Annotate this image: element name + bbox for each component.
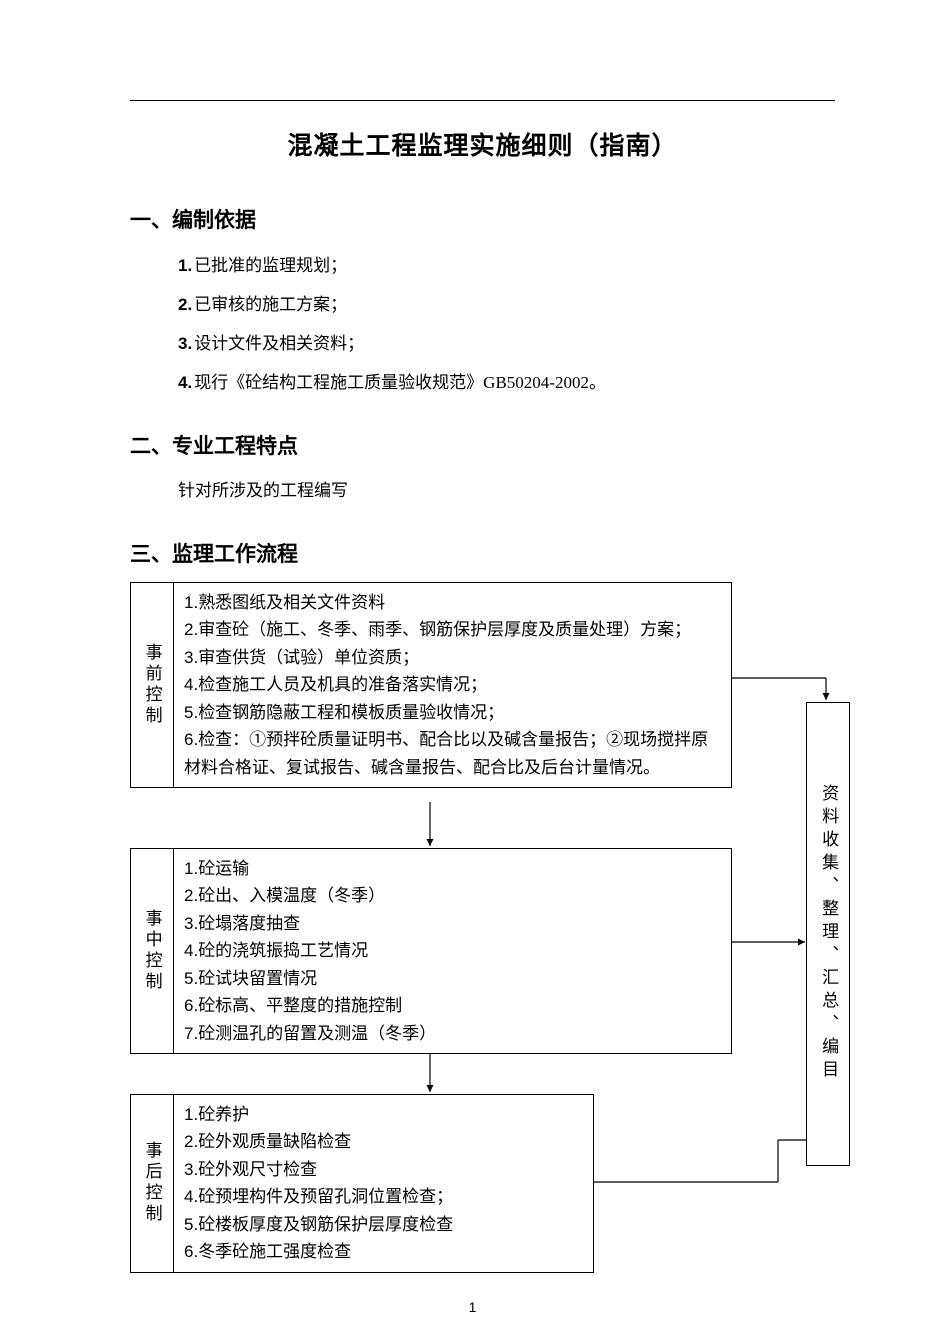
section-2-note: 针对所涉及的工程编写 bbox=[130, 472, 835, 509]
document-title: 混凝土工程监理实施细则（指南） bbox=[130, 126, 835, 162]
list-text: 设计文件及相关资料； bbox=[194, 334, 364, 353]
flow-box-content: 1.熟悉图纸及相关文件资料 2.审查砼（施工、冬季、雨季、钢筋保护层厚度及质量处… bbox=[173, 583, 731, 788]
page-number: 1 bbox=[0, 1299, 945, 1315]
flow-item: 1.砼运输 bbox=[184, 855, 721, 883]
flow-item: 1.熟悉图纸及相关文件资料 bbox=[184, 589, 721, 617]
flow-box-pre-control: 事前控制 1.熟悉图纸及相关文件资料 2.审查砼（施工、冬季、雨季、钢筋保护层厚… bbox=[130, 582, 732, 789]
flow-box-mid-control: 事中控制 1.砼运输 2.砼出、入模温度（冬季） 3.砼塌落度抽查 4.砼的浇筑… bbox=[130, 848, 732, 1055]
list-item: 1.已批准的监理规划； bbox=[178, 246, 835, 285]
flowchart: 事前控制 1.熟悉图纸及相关文件资料 2.审查砼（施工、冬季、雨季、钢筋保护层厚… bbox=[130, 582, 850, 1282]
flow-item: 6.砼标高、平整度的措施控制 bbox=[184, 992, 721, 1020]
flow-item: 3.砼外观尺寸检查 bbox=[184, 1156, 583, 1184]
flow-item: 1.砼养护 bbox=[184, 1101, 583, 1129]
section-2-heading: 二、专业工程特点 bbox=[130, 430, 835, 460]
flow-item: 6.冬季砼施工强度检查 bbox=[184, 1238, 583, 1266]
list-item: 4.现行《砼结构工程施工质量验收规范》GB50204-2002。 bbox=[178, 363, 835, 402]
flow-item: 7.砼测温孔的留置及测温（冬季） bbox=[184, 1020, 721, 1048]
flow-box-label: 事前控制 bbox=[131, 583, 173, 788]
flow-box-content: 1.砼运输 2.砼出、入模温度（冬季） 3.砼塌落度抽查 4.砼的浇筑振捣工艺情… bbox=[173, 849, 731, 1054]
section-3-heading: 三、监理工作流程 bbox=[130, 538, 835, 568]
flow-item: 4.检查施工人员及机具的准备落实情况； bbox=[184, 671, 721, 699]
flow-box-content: 1.砼养护 2.砼外观质量缺陷检查 3.砼外观尺寸检查 4.砼预埋构件及预留孔洞… bbox=[173, 1095, 593, 1272]
flow-item: 5.砼楼板厚度及钢筋保护层厚度检查 bbox=[184, 1211, 583, 1239]
flow-box-label: 事后控制 bbox=[131, 1095, 173, 1272]
section-1-heading: 一、编制依据 bbox=[130, 204, 835, 234]
flow-item: 5.砼试块留置情况 bbox=[184, 965, 721, 993]
flow-item: 4.砼的浇筑振捣工艺情况 bbox=[184, 937, 721, 965]
list-text: 现行《砼结构工程施工质量验收规范》GB50204-2002。 bbox=[194, 373, 606, 392]
flow-item: 6.检查：①预拌砼质量证明书、配合比以及碱含量报告；②现场搅拌原材料合格证、复试… bbox=[184, 726, 721, 781]
list-text: 已审核的施工方案； bbox=[194, 295, 347, 314]
section-1-list: 1.已批准的监理规划； 2.已审核的施工方案； 3.设计文件及相关资料； 4.现… bbox=[130, 246, 835, 402]
flow-item: 2.审查砼（施工、冬季、雨季、钢筋保护层厚度及质量处理）方案； bbox=[184, 616, 721, 644]
flow-item: 3.砼塌落度抽查 bbox=[184, 910, 721, 938]
list-text: 已批准的监理规划； bbox=[194, 256, 347, 275]
header-rule bbox=[130, 100, 835, 101]
flow-item: 5.检查钢筋隐蔽工程和模板质量验收情况； bbox=[184, 699, 721, 727]
flow-box-label: 事中控制 bbox=[131, 849, 173, 1054]
flow-item: 2.砼出、入模温度（冬季） bbox=[184, 882, 721, 910]
list-item: 3.设计文件及相关资料； bbox=[178, 324, 835, 363]
flow-item: 2.砼外观质量缺陷检查 bbox=[184, 1128, 583, 1156]
flow-item: 3.审查供货（试验）单位资质； bbox=[184, 644, 721, 672]
flow-item: 4.砼预埋构件及预留孔洞位置检查； bbox=[184, 1183, 583, 1211]
flow-sidebox-documentation: 资料收集、整理、汇总、编目 bbox=[806, 702, 850, 1166]
list-item: 2.已审核的施工方案； bbox=[178, 285, 835, 324]
flow-box-post-control: 事后控制 1.砼养护 2.砼外观质量缺陷检查 3.砼外观尺寸检查 4.砼预埋构件… bbox=[130, 1094, 594, 1273]
document-page: 混凝土工程监理实施细则（指南） 一、编制依据 1.已批准的监理规划； 2.已审核… bbox=[0, 0, 945, 1322]
